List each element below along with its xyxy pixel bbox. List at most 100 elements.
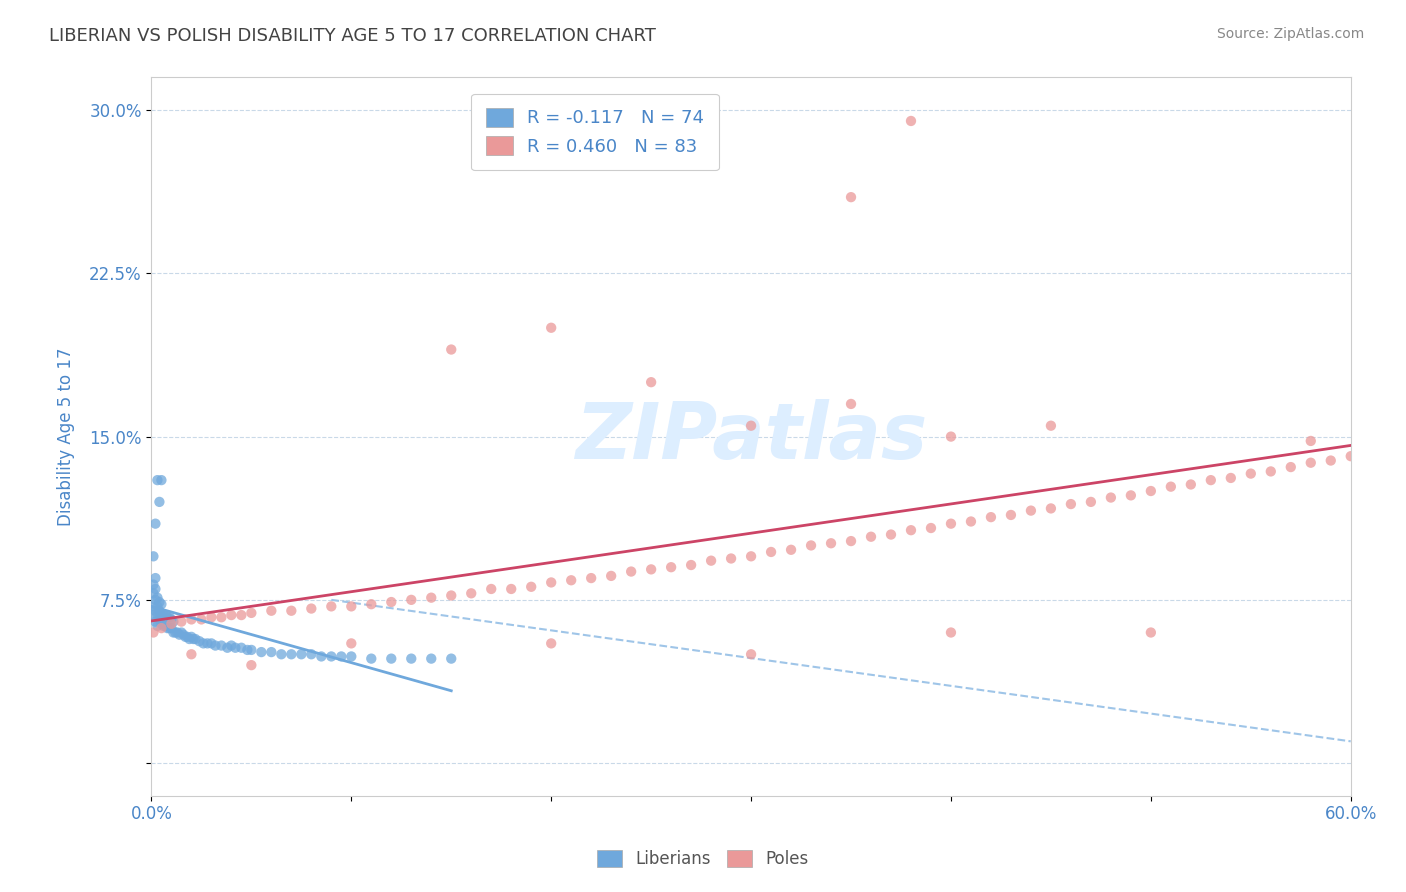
Point bbox=[169, 628, 191, 642]
Point bbox=[1240, 467, 1263, 481]
Point bbox=[176, 630, 198, 644]
Point bbox=[236, 643, 259, 657]
Point bbox=[156, 621, 179, 635]
Point bbox=[1140, 483, 1163, 498]
Point bbox=[146, 619, 169, 633]
Point bbox=[1299, 434, 1322, 448]
Point bbox=[420, 651, 443, 665]
Point bbox=[209, 610, 232, 624]
Point bbox=[145, 615, 167, 629]
Y-axis label: Disability Age 5 to 17: Disability Age 5 to 17 bbox=[58, 347, 75, 526]
Point bbox=[1039, 501, 1062, 516]
Point bbox=[939, 625, 962, 640]
Point bbox=[270, 647, 292, 661]
Point bbox=[700, 554, 723, 568]
Point bbox=[160, 621, 183, 635]
Point bbox=[155, 608, 177, 623]
Point bbox=[460, 586, 482, 600]
Point bbox=[340, 599, 363, 614]
Point bbox=[560, 574, 582, 588]
Point bbox=[152, 619, 174, 633]
Text: Source: ZipAtlas.com: Source: ZipAtlas.com bbox=[1216, 27, 1364, 41]
Point bbox=[240, 658, 263, 673]
Point bbox=[150, 597, 173, 611]
Point bbox=[150, 473, 173, 487]
Point bbox=[579, 571, 602, 585]
Point bbox=[780, 542, 803, 557]
Point bbox=[221, 639, 243, 653]
Point bbox=[240, 606, 263, 620]
Point bbox=[155, 619, 177, 633]
Point bbox=[217, 640, 239, 655]
Point bbox=[150, 608, 173, 623]
Point bbox=[180, 630, 202, 644]
Point bbox=[340, 649, 363, 664]
Point bbox=[1039, 418, 1062, 433]
Point bbox=[260, 604, 283, 618]
Point bbox=[172, 628, 194, 642]
Point bbox=[920, 521, 942, 535]
Text: LIBERIAN VS POLISH DISABILITY AGE 5 TO 17 CORRELATION CHART: LIBERIAN VS POLISH DISABILITY AGE 5 TO 1… bbox=[49, 27, 657, 45]
Point bbox=[165, 625, 187, 640]
Legend: Liberians, Poles: Liberians, Poles bbox=[591, 843, 815, 875]
Point bbox=[180, 612, 202, 626]
Point bbox=[340, 636, 363, 650]
Point bbox=[900, 114, 922, 128]
Point bbox=[142, 586, 165, 600]
Point bbox=[520, 580, 543, 594]
Point bbox=[148, 595, 170, 609]
Point bbox=[401, 592, 423, 607]
Point bbox=[197, 636, 219, 650]
Point bbox=[440, 589, 463, 603]
Point bbox=[180, 647, 202, 661]
Point bbox=[1299, 456, 1322, 470]
Point bbox=[280, 604, 302, 618]
Point bbox=[183, 632, 205, 646]
Point bbox=[145, 571, 167, 585]
Point bbox=[311, 649, 333, 664]
Legend: R = -0.117   N = 74, R = 0.460   N = 83: R = -0.117 N = 74, R = 0.460 N = 83 bbox=[471, 94, 718, 170]
Point bbox=[900, 523, 922, 537]
Point bbox=[330, 649, 353, 664]
Point bbox=[146, 591, 169, 605]
Point bbox=[960, 515, 983, 529]
Point bbox=[659, 560, 682, 574]
Point bbox=[190, 612, 212, 626]
Point bbox=[939, 516, 962, 531]
Point bbox=[939, 429, 962, 443]
Point bbox=[1119, 488, 1142, 502]
Point bbox=[170, 625, 193, 640]
Point bbox=[1180, 477, 1202, 491]
Point bbox=[681, 558, 703, 572]
Point bbox=[184, 632, 207, 646]
Point bbox=[145, 592, 167, 607]
Point bbox=[800, 538, 823, 552]
Point bbox=[360, 597, 382, 611]
Point bbox=[148, 604, 170, 618]
Point bbox=[166, 625, 188, 640]
Point bbox=[1260, 465, 1282, 479]
Point bbox=[839, 534, 862, 549]
Point bbox=[839, 190, 862, 204]
Point bbox=[231, 608, 253, 623]
Point bbox=[250, 645, 273, 659]
Point bbox=[640, 562, 662, 576]
Point bbox=[142, 625, 165, 640]
Point bbox=[880, 527, 903, 541]
Point bbox=[157, 610, 180, 624]
Point bbox=[170, 615, 193, 629]
Point bbox=[290, 647, 312, 661]
Point bbox=[1340, 449, 1362, 463]
Point bbox=[152, 608, 174, 623]
Point bbox=[299, 647, 322, 661]
Point bbox=[1060, 497, 1083, 511]
Point bbox=[221, 608, 243, 623]
Point bbox=[1199, 473, 1222, 487]
Point bbox=[1160, 480, 1182, 494]
Point bbox=[179, 632, 201, 646]
Point bbox=[759, 545, 782, 559]
Text: ZIPatlas: ZIPatlas bbox=[575, 399, 927, 475]
Point bbox=[160, 612, 183, 626]
Point bbox=[640, 375, 662, 389]
Point bbox=[860, 530, 883, 544]
